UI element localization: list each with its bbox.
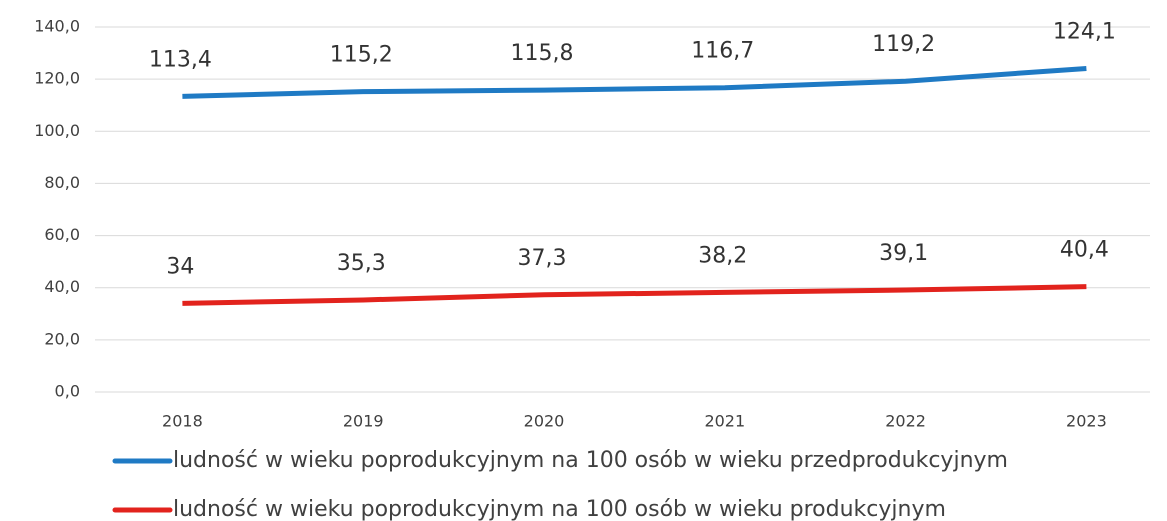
data-label: 119,2	[872, 32, 935, 57]
x-tick-label: 2020	[524, 412, 565, 431]
data-label: 115,2	[330, 43, 393, 68]
data-label: 38,2	[698, 243, 747, 268]
data-label: 39,1	[879, 241, 928, 266]
x-tick-label: 2023	[1066, 412, 1107, 431]
x-tick-label: 2021	[704, 412, 745, 431]
y-tick-label: 60,0	[44, 225, 80, 244]
x-tick-label: 2019	[343, 412, 384, 431]
legend-label: ludność w wieku poprodukcyjnym na 100 os…	[173, 448, 1008, 473]
y-tick-label: 0,0	[55, 382, 80, 401]
y-tick-label: 140,0	[34, 17, 80, 36]
y-tick-label: 20,0	[44, 329, 80, 348]
data-label: 37,3	[518, 246, 567, 271]
y-tick-label: 40,0	[44, 277, 80, 296]
data-label: 40,4	[1060, 238, 1109, 263]
data-label: 113,4	[149, 47, 212, 72]
data-label: 35,3	[337, 251, 386, 276]
data-label: 115,8	[511, 41, 574, 66]
y-tick-label: 120,0	[34, 69, 80, 88]
data-label: 124,1	[1053, 19, 1116, 44]
x-tick-label: 2022	[885, 412, 926, 431]
y-tick-label: 80,0	[44, 173, 80, 192]
series-line	[182, 284, 1087, 306]
x-tick-label: 2018	[162, 412, 203, 431]
y-tick-label: 100,0	[34, 121, 80, 140]
legend-label: ludność w wieku poprodukcyjnym na 100 os…	[173, 497, 946, 521]
data-label: 116,7	[691, 39, 754, 64]
data-label: 34	[166, 254, 194, 279]
series-line	[182, 65, 1087, 99]
